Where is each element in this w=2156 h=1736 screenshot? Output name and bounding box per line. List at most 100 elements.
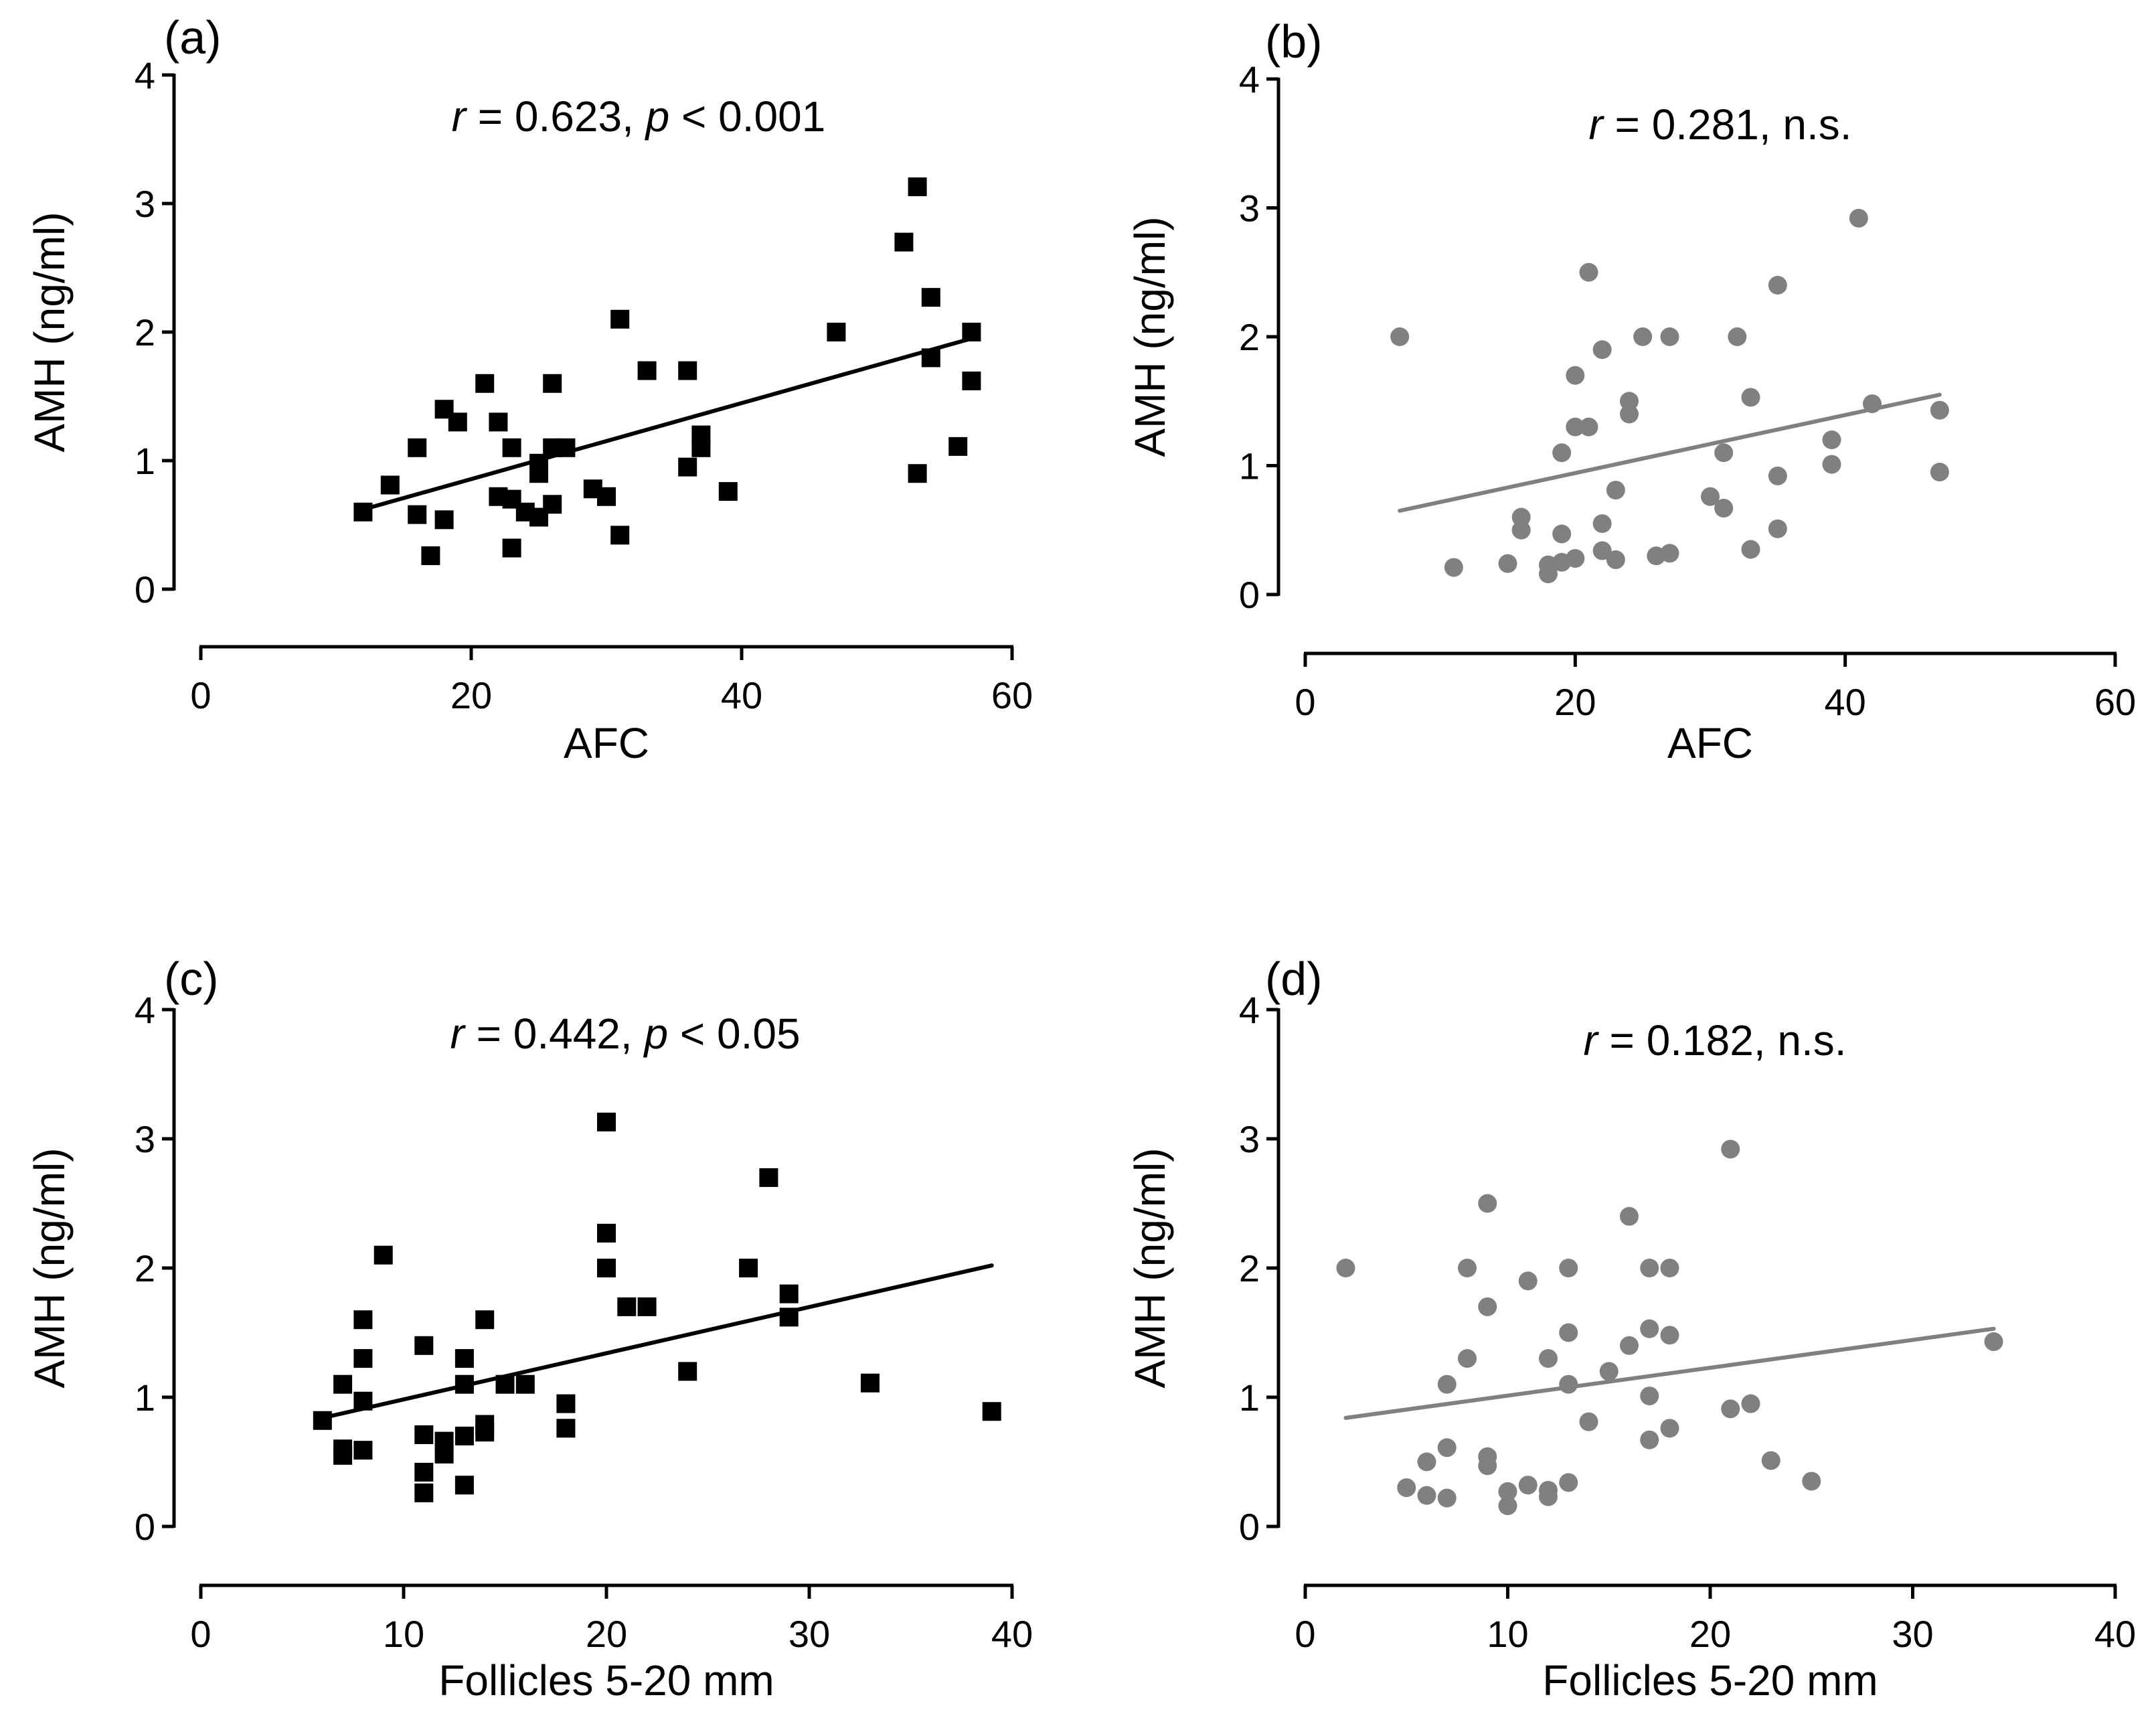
y-axis-label: AMH (ng/ml) (1126, 216, 1174, 457)
data-point (982, 1402, 1001, 1421)
data-point (779, 1284, 799, 1304)
data-point (1390, 327, 1410, 346)
y-tick-label: 2 (1239, 1247, 1260, 1289)
y-axis-label: AMH (ng/ml) (1126, 1148, 1174, 1388)
data-point (1822, 455, 1841, 474)
stat-r-value: = 0.281, n.s. (1603, 100, 1852, 149)
data-point (597, 1223, 616, 1243)
data-point (1566, 366, 1585, 385)
y-tick-label: 2 (135, 311, 155, 353)
data-point (1444, 558, 1463, 577)
data-point (1498, 1482, 1517, 1501)
x-tick-label: 0 (190, 1613, 211, 1655)
correlation-stat: r = 0.281, n.s. (1588, 100, 1851, 149)
stat-r-value: = 0.182, n.s. (1598, 1016, 1847, 1064)
data-point (414, 1336, 434, 1355)
data-point (1768, 276, 1787, 295)
data-point (1741, 540, 1760, 559)
data-point (1592, 514, 1612, 534)
regression-line (1398, 392, 1942, 513)
y-tick-label: 2 (135, 1247, 155, 1289)
x-tick-label: 60 (2094, 681, 2136, 723)
x-tick-label: 40 (2094, 1613, 2136, 1655)
x-axis-label: AFC (1667, 719, 1753, 767)
data-point (1511, 507, 1531, 527)
y-tick-label: 4 (1239, 58, 1260, 100)
data-point (1566, 417, 1585, 437)
data-point (637, 1297, 657, 1316)
x-tick-label: 40 (991, 1613, 1033, 1655)
data-point (1822, 430, 1841, 449)
data-point (1437, 1438, 1457, 1457)
x-tick-label: 10 (383, 1613, 424, 1655)
y-tick-label: 4 (135, 54, 155, 96)
data-point (475, 1423, 495, 1442)
y-tick-label: 3 (1239, 1118, 1260, 1160)
x-axis-label: Follicles 5-20 mm (1542, 1656, 1878, 1705)
stat-r-symbol: r (452, 92, 468, 141)
y-tick-label: 0 (1239, 1506, 1260, 1548)
data-point (1660, 1326, 1679, 1345)
data-point (1620, 1336, 1639, 1355)
data-point (1559, 1374, 1578, 1394)
data-point (948, 437, 968, 456)
data-point (1714, 499, 1734, 518)
data-point (529, 464, 548, 483)
x-tick-label: 0 (1295, 681, 1315, 723)
data-point (502, 438, 521, 457)
data-point (454, 1476, 474, 1495)
data-point (908, 464, 927, 483)
panel-label: (a) (164, 11, 222, 64)
data-point (1984, 1332, 2003, 1352)
correlation-stat: r = 0.623, p < 0.001 (452, 92, 826, 141)
stat-r-value: = 0.623, (466, 92, 646, 141)
data-point (489, 412, 508, 432)
x-tick-label: 30 (1892, 1613, 1933, 1655)
stat-p-value: < 0.001 (669, 92, 825, 141)
data-point (610, 309, 630, 329)
data-point (1397, 1478, 1416, 1498)
y-tick-label: 4 (1239, 989, 1260, 1031)
data-point (1768, 519, 1787, 538)
data-point (1458, 1259, 1477, 1277)
data-point (1478, 1194, 1497, 1213)
data-point (1930, 463, 1949, 482)
data-point (1660, 1259, 1679, 1277)
data-point (1478, 1456, 1497, 1476)
data-point (556, 1419, 576, 1438)
data-point (691, 438, 711, 457)
stat-r-symbol: r (1583, 1016, 1599, 1064)
data-point (678, 457, 697, 477)
correlation-stat: r = 0.182, n.s. (1583, 1016, 1846, 1064)
data-point (678, 1362, 697, 1381)
data-point (637, 361, 657, 380)
data-point (353, 502, 373, 522)
regression-line (320, 1263, 994, 1420)
data-point (1552, 443, 1572, 463)
data-point (434, 510, 454, 530)
data-point (1437, 1488, 1457, 1508)
data-point (1849, 208, 1868, 228)
data-point (1714, 443, 1734, 463)
data-point (408, 505, 427, 524)
data-point (1417, 1452, 1436, 1472)
data-point (408, 438, 427, 457)
data-point (739, 1259, 758, 1277)
regression-line (361, 336, 974, 511)
data-point (1592, 340, 1612, 360)
y-tick-label: 4 (135, 989, 155, 1031)
x-tick-label: 0 (1295, 1613, 1315, 1655)
data-point (313, 1411, 332, 1430)
y-tick-label: 1 (135, 1376, 155, 1419)
data-point (1539, 1349, 1558, 1368)
data-point (1579, 262, 1598, 282)
data-point (543, 374, 562, 393)
y-axis-label: AMH (ng/ml) (25, 212, 74, 452)
data-point (1620, 1206, 1639, 1226)
data-point (374, 1245, 393, 1265)
data-point (678, 361, 697, 380)
x-axis-label: Follicles 5-20 mm (438, 1656, 774, 1705)
data-point (1511, 520, 1531, 540)
